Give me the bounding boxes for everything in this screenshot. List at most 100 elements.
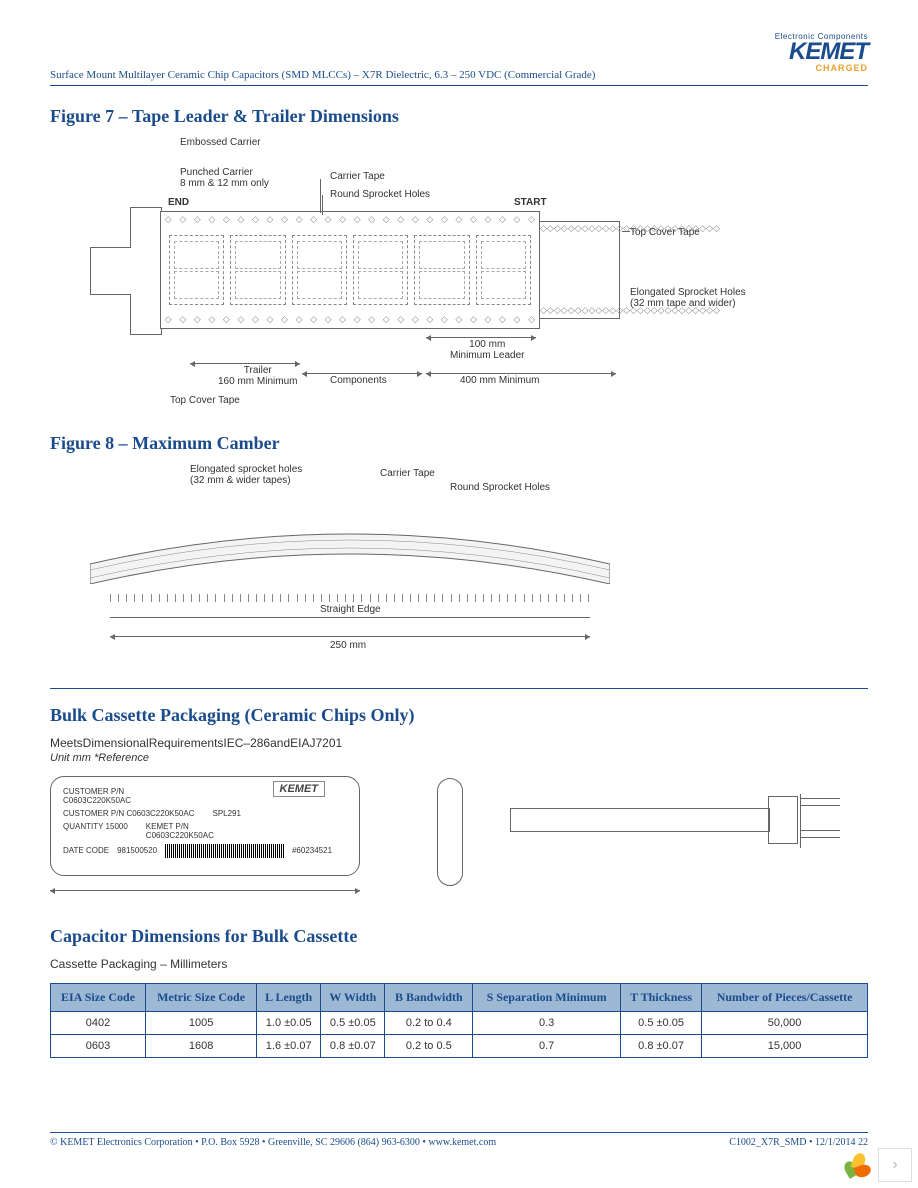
label-start: START (514, 197, 547, 208)
doc-title: Surface Mount Multilayer Ceramic Chip Ca… (50, 69, 595, 81)
label-carrier-tape: Carrier Tape (330, 171, 385, 182)
cust-pn-label: CUSTOMER P/N (63, 787, 124, 796)
table-cell: 1005 (146, 1011, 257, 1034)
kemet-logo: KEMET (775, 41, 868, 63)
table-body: 040210051.0 ±0.050.5 ±0.050.2 to 0.40.30… (51, 1011, 868, 1057)
figure7-title: Figure 7 – Tape Leader & Trailer Dimensi… (50, 106, 868, 127)
leader-sprocket (322, 195, 323, 215)
date-label: DATE CODE (63, 846, 109, 855)
table-cell: 0402 (51, 1011, 146, 1034)
component-row (169, 234, 531, 306)
label-straight-edge: Straight Edge (320, 604, 381, 615)
table-header-row: EIA Size CodeMetric Size CodeL LengthW W… (51, 983, 868, 1011)
table-header: Metric Size Code (146, 983, 257, 1011)
table-header: T Thickness (620, 983, 701, 1011)
table-cell: 1.6 ±0.07 (257, 1034, 321, 1057)
table-header: L Length (257, 983, 321, 1011)
label-end: END (168, 197, 189, 208)
unit-note: Unit mm *Reference (50, 752, 868, 764)
barcode-icon: |||||||||||||||| (165, 844, 284, 858)
cassette-end-detail (800, 794, 840, 848)
label-250mm: 250 mm (330, 640, 366, 651)
cassette-label: KEMET CUSTOMER P/N C0603C220K50AC CUSTOM… (50, 776, 360, 876)
app-logo-icon[interactable] (840, 1148, 874, 1182)
table-header: S Separation Minimum (473, 983, 621, 1011)
dim-cassette-width (50, 890, 360, 891)
table-cell: 1608 (146, 1034, 257, 1057)
label-leader-100: 100 mm Minimum Leader (450, 339, 524, 361)
dim-250mm (110, 636, 590, 637)
table-cell: 0.8 ±0.07 (321, 1034, 385, 1057)
dims-title: Capacitor Dimensions for Bulk Cassette (50, 926, 868, 947)
table-row: 040210051.0 ±0.050.5 ±0.050.2 to 0.40.30… (51, 1011, 868, 1034)
label-trailer: Trailer 160 mm Minimum (218, 365, 297, 387)
next-page-button[interactable]: › (878, 1148, 912, 1182)
table-cell: 50,000 (702, 1011, 868, 1034)
label-components: Components (330, 375, 387, 386)
camber-tape (90, 514, 610, 584)
cassette-front-view: KEMET CUSTOMER P/N C0603C220K50AC CUSTOM… (50, 776, 390, 891)
table-header: B Bandwidth (385, 983, 473, 1011)
camber-svg (90, 514, 610, 584)
sprocket-row-bottom: ◇◇◇◇◇◇◇◇◇◇◇◇◇◇◇◇◇◇◇◇◇◇◇◇◇◇ (161, 315, 539, 325)
cassette-diagrams: KEMET CUSTOMER P/N C0603C220K50AC CUSTOM… (50, 776, 868, 906)
table-cell: 0.5 ±0.05 (321, 1011, 385, 1034)
label-top-cover-l: Top Cover Tape (170, 395, 240, 406)
footer-left: © KEMET Electronics Corporation • P.O. B… (50, 1137, 496, 1148)
table-header: Number of Pieces/Cassette (702, 983, 868, 1011)
reel-end-shape (90, 207, 160, 333)
label-round-sprocket: Round Sprocket Holes (330, 189, 430, 200)
logo-block: Electronic Components KEMET CHARGED (775, 32, 868, 73)
table-cell: 1.0 ±0.05 (257, 1011, 321, 1034)
cassette-long-view (510, 776, 840, 876)
label-elongated8: Elongated sprocket holes (32 mm & wider … (190, 464, 302, 486)
footer-right: C1002_X7R_SMD • 12/1/2014 22 (729, 1137, 868, 1148)
table-row: 060316081.6 ±0.070.8 ±0.070.2 to 0.50.70… (51, 1034, 868, 1057)
table-header: W Width (321, 983, 385, 1011)
bulk-subtitle: MeetsDimensionalRequirementsIEC–286andEI… (50, 736, 868, 750)
table-cell: 15,000 (702, 1034, 868, 1057)
tape-leader: ◇◇◇◇◇◇◇◇◇◇◇◇◇◇◇◇◇◇◇◇◇◇◇◇◇◇ ◇◇◇◇◇◇◇◇◇◇◇◇◇… (540, 221, 620, 319)
cust-pn2-label: CUSTOMER P/N (63, 809, 124, 818)
dimensions-table: EIA Size CodeMetric Size CodeL LengthW W… (50, 983, 868, 1058)
bottom-nav: › (840, 1148, 912, 1182)
dims-subtitle: Cassette Packaging – Millimeters (50, 957, 868, 971)
cust-pn: C0603C220K50AC (63, 796, 131, 805)
header: Surface Mount Multilayer Ceramic Chip Ca… (50, 40, 868, 86)
cassette-side-shape (437, 778, 463, 886)
figure8-title: Figure 8 – Maximum Camber (50, 433, 868, 454)
kemet-pn: C0603C220K50AC (146, 831, 214, 840)
label-carrier8: Carrier Tape (380, 468, 435, 479)
spl-code: SPL291 (212, 809, 240, 818)
table-cell: 0.3 (473, 1011, 621, 1034)
table-cell: 0.8 ±0.07 (620, 1034, 701, 1057)
qty-label: QUANTITY (63, 822, 103, 831)
label-elongated: Elongated Sprocket Holes (32 mm tape and… (630, 287, 746, 309)
ruler-ticks (110, 594, 590, 602)
label-top-cover-r: Top Cover Tape (630, 227, 700, 238)
cust-pn2: C0603C220K50AC (126, 809, 194, 818)
page: Surface Mount Multilayer Ceramic Chip Ca… (0, 0, 918, 1088)
cassette-long-body (510, 808, 770, 832)
dim-leader-400 (426, 373, 616, 374)
label-round-sprocket8: Round Sprocket Holes (450, 482, 550, 493)
dim-trailer (190, 363, 300, 364)
date-value: 981500520 (117, 846, 157, 855)
qty-value: 15000 (106, 822, 128, 831)
leader-cover-r (622, 231, 630, 232)
chevron-right-icon: › (892, 1156, 897, 1174)
dim-components (302, 373, 422, 374)
tape-body: ◇◇◇◇◇◇◇◇◇◇◇◇◇◇◇◇◇◇◇◇◇◇◇◇◇◇ ◇◇◇◇◇◇◇◇◇◇◇◇◇… (160, 211, 540, 329)
table-cell: 0.2 to 0.4 (385, 1011, 473, 1034)
leader-carrier (320, 179, 321, 213)
table-cell: 0.7 (473, 1034, 621, 1057)
figure8-diagram: Elongated sprocket holes (32 mm & wider … (70, 464, 630, 664)
figure7-diagram: ◇◇◇◇◇◇◇◇◇◇◇◇◇◇◇◇◇◇◇◇◇◇◇◇◇◇ ◇◇◇◇◇◇◇◇◇◇◇◇◇… (70, 137, 770, 417)
kemet-pn-label: KEMET P/N (146, 822, 189, 831)
sprocket-row-top: ◇◇◇◇◇◇◇◇◇◇◇◇◇◇◇◇◇◇◇◇◇◇◇◇◇◇ (161, 215, 539, 225)
bulk-title: Bulk Cassette Packaging (Ceramic Chips O… (50, 705, 868, 726)
table-cell: 0.2 to 0.5 (385, 1034, 473, 1057)
dim-leader-100 (426, 337, 536, 338)
table-cell: 0603 (51, 1034, 146, 1057)
label-punched: Punched Carrier 8 mm & 12 mm only (180, 167, 269, 189)
